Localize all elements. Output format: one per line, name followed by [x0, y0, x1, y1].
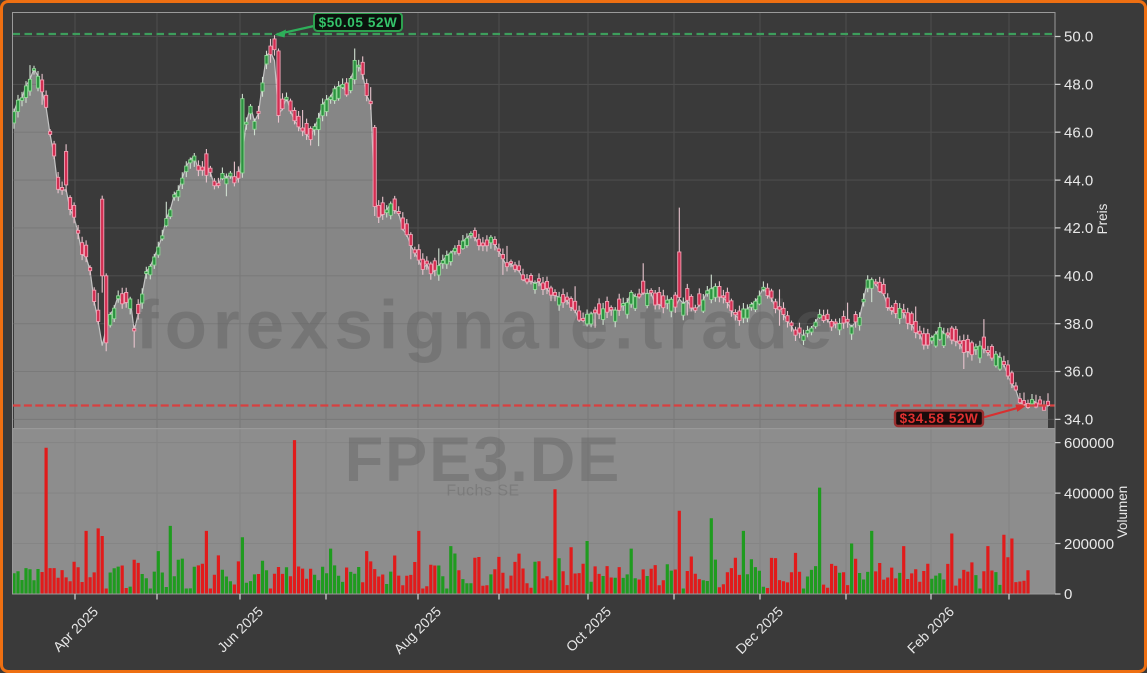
svg-text:Fuchs SE: Fuchs SE: [446, 483, 519, 500]
svg-text:46.0: 46.0: [1064, 124, 1093, 141]
svg-text:42.0: 42.0: [1064, 220, 1093, 237]
svg-text:38.0: 38.0: [1064, 316, 1093, 333]
svg-text:44.0: 44.0: [1064, 172, 1093, 189]
svg-text:34.0: 34.0: [1064, 412, 1093, 429]
svg-text:50.0: 50.0: [1064, 29, 1093, 46]
svg-text:Preis: Preis: [1095, 203, 1110, 234]
svg-text:FPE3.DE: FPE3.DE: [345, 425, 622, 495]
svg-text:40.0: 40.0: [1064, 268, 1093, 285]
svg-text:36.0: 36.0: [1064, 364, 1093, 381]
svg-text:200000: 200000: [1064, 536, 1114, 553]
svg-text:Volumen: Volumen: [1115, 486, 1130, 539]
svg-text:48.0: 48.0: [1064, 77, 1093, 94]
svg-text:400000: 400000: [1064, 485, 1114, 502]
svg-text:$34.58 52W: $34.58 52W: [900, 411, 979, 426]
svg-text:0: 0: [1064, 586, 1072, 603]
svg-text:600000: 600000: [1064, 435, 1114, 452]
svg-text:$50.05 52W: $50.05 52W: [319, 15, 398, 30]
svg-text:forexsignale.trade: forexsignale.trade: [136, 287, 838, 364]
